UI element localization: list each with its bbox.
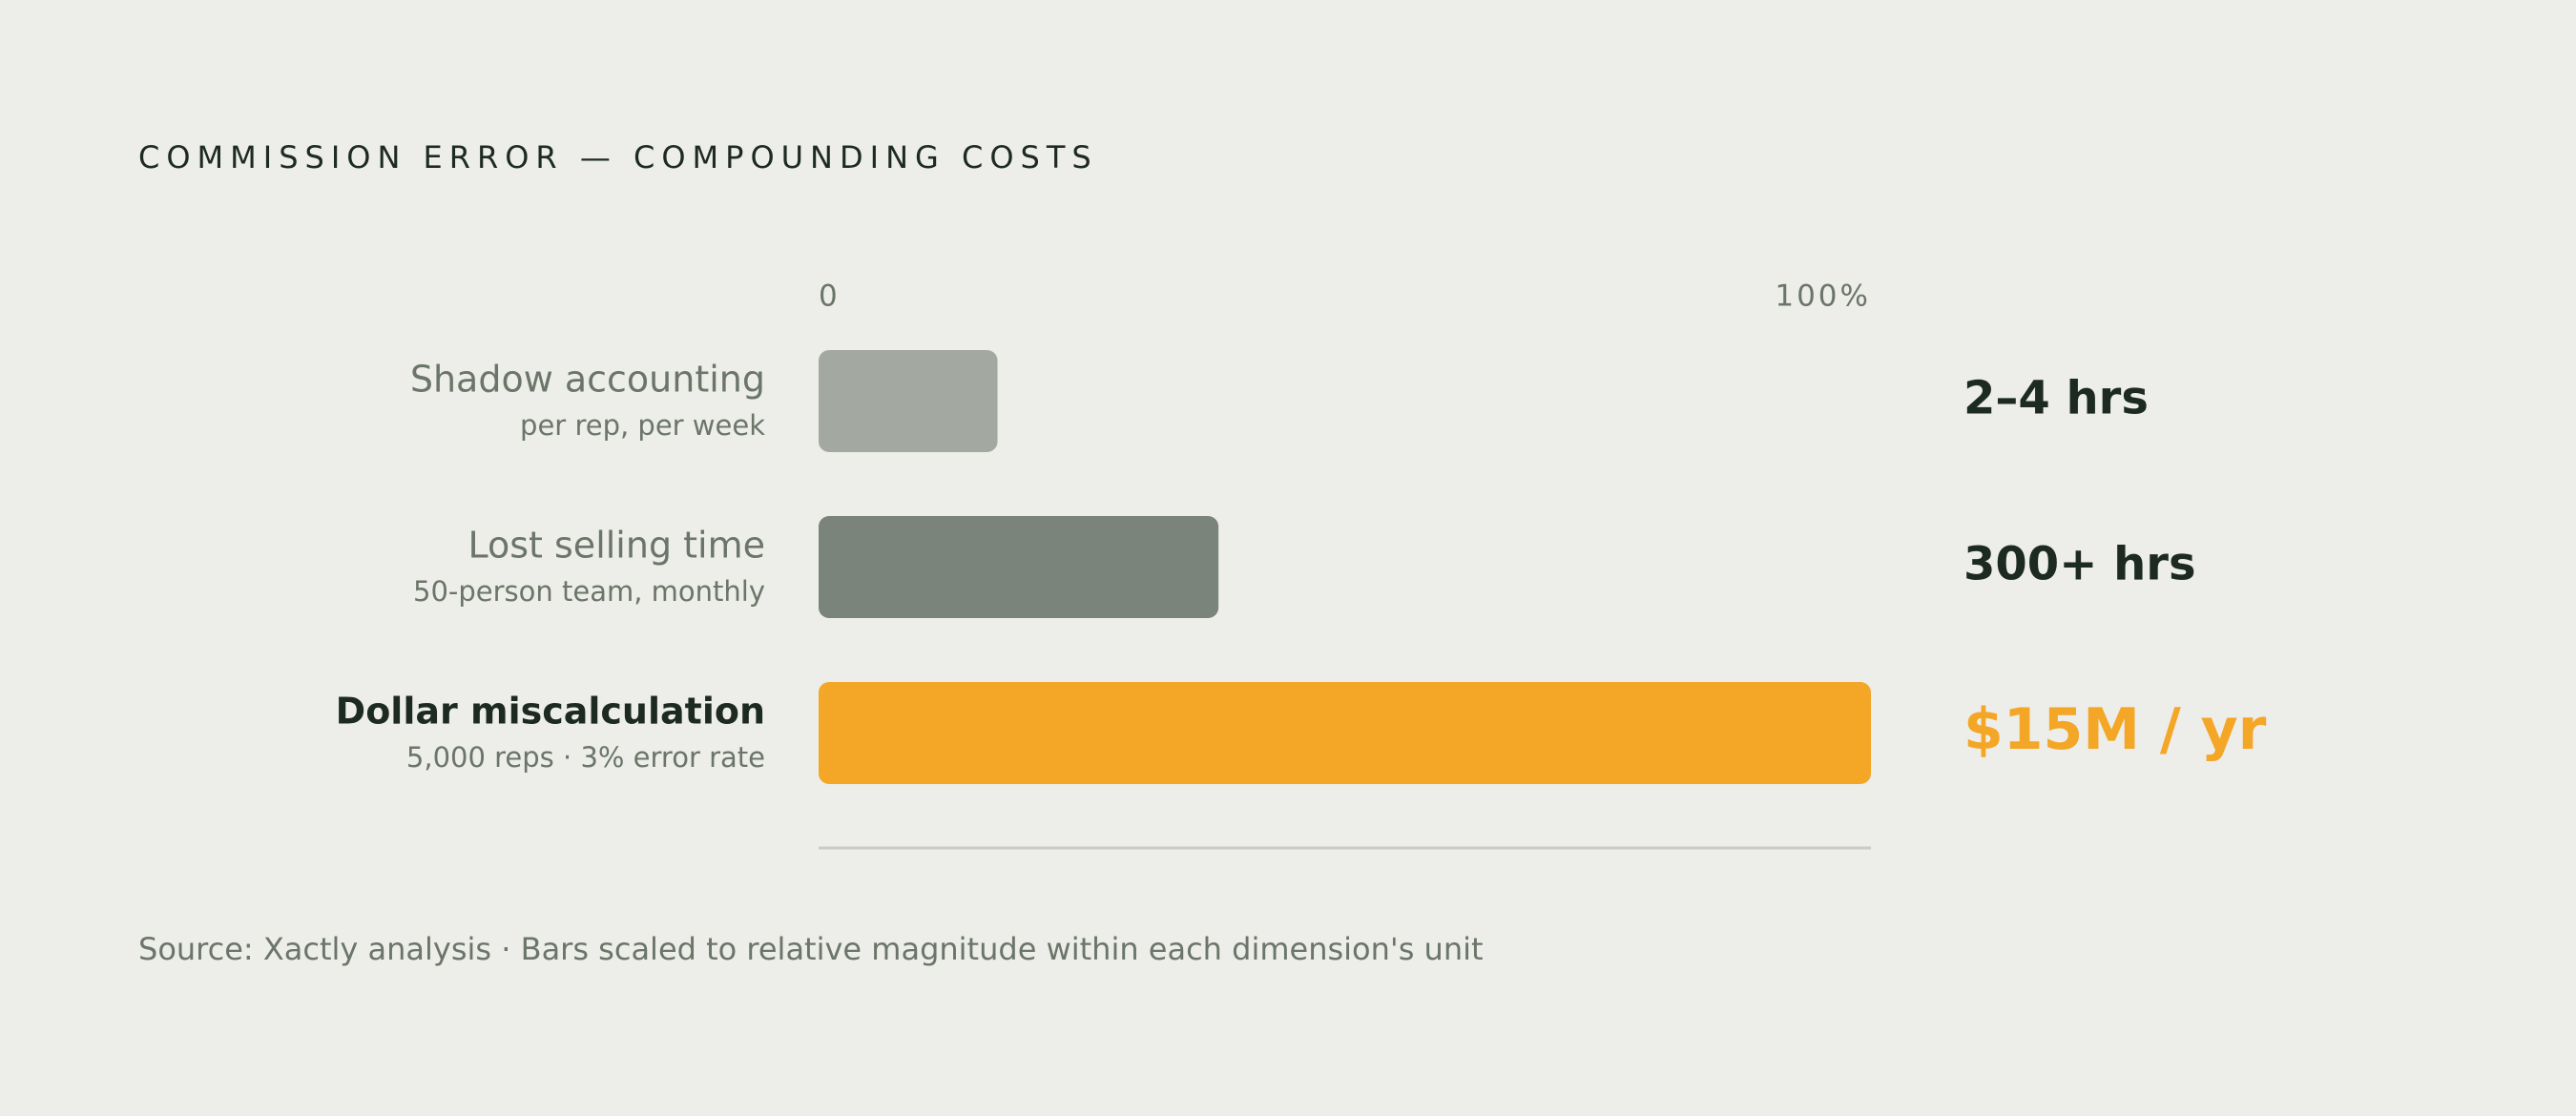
magnitude-label: 300+ hrs bbox=[1963, 538, 2196, 591]
bar bbox=[819, 516, 1219, 618]
x-tick-label: 100% bbox=[1775, 279, 1871, 314]
category-sublabel: 50-person team, monthly bbox=[413, 575, 765, 608]
chart-title: COMMISSION ERROR — COMPOUNDING COSTS bbox=[138, 139, 1098, 176]
category-label: Shadow accounting bbox=[410, 359, 765, 401]
magnitude-label: $15M / yr bbox=[1963, 696, 2267, 763]
category-label: Dollar miscalculation bbox=[336, 691, 765, 733]
source-note: Source: Xactly analysis · Bars scaled to… bbox=[138, 931, 1484, 967]
x-tick-label: 0 bbox=[819, 279, 841, 314]
category-sublabel: per rep, per week bbox=[520, 409, 765, 442]
category-sublabel: 5,000 reps · 3% error rate bbox=[406, 741, 765, 774]
bar bbox=[819, 350, 998, 452]
category-label: Lost selling time bbox=[467, 525, 765, 567]
bar bbox=[819, 682, 1871, 784]
magnitude-label: 2–4 hrs bbox=[1963, 372, 2149, 425]
